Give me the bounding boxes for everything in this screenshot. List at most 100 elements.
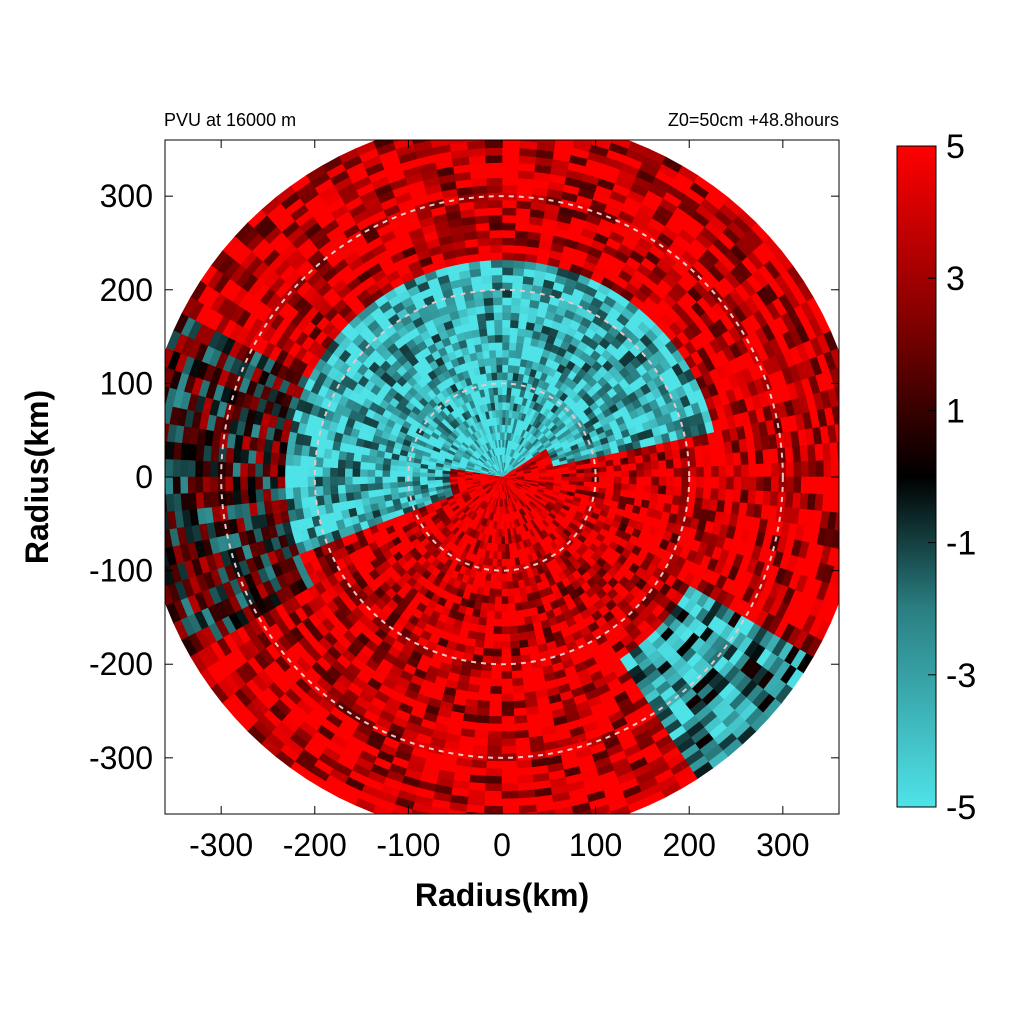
heatmap-cell: [329, 476, 338, 487]
heatmap-cell: [495, 364, 503, 373]
heatmap-cell: [389, 470, 398, 478]
heatmap-cell: [359, 476, 368, 485]
heatmap-cell: [232, 490, 242, 506]
heatmap-cell: [501, 768, 519, 777]
heatmap-cell: [389, 459, 399, 467]
heatmap-cell: [755, 476, 765, 492]
heatmap-cell: [513, 244, 527, 254]
heatmap-cell: [583, 480, 593, 487]
heatmap-cell: [262, 488, 272, 503]
heatmap-cell: [598, 481, 608, 489]
heatmap-cell: [352, 460, 361, 470]
heatmap-cell: [487, 207, 503, 216]
heatmap-cell: [484, 633, 495, 642]
heatmap-cell: [605, 464, 615, 472]
heatmap-cell: [337, 459, 346, 470]
heatmap-cell: [493, 311, 503, 321]
heatmap-cell: [711, 465, 720, 478]
heatmap-cell: [284, 465, 293, 478]
heatmap-cell: [496, 371, 503, 381]
heatmap-cell: [613, 464, 623, 472]
heatmap-cell: [352, 491, 362, 501]
heatmap-cell: [763, 462, 772, 478]
heatmap-cell: [488, 595, 497, 605]
heatmap-cell: [501, 311, 511, 321]
heatmap-cell: [785, 476, 795, 493]
heatmap-cell: [501, 266, 514, 276]
heatmap-cell: [509, 312, 520, 321]
heatmap-cell: [501, 222, 516, 231]
heatmap-cell: [344, 468, 353, 478]
heatmap-cell: [651, 468, 660, 478]
heatmap-cell: [517, 624, 527, 634]
heatmap-cell: [509, 618, 519, 627]
heatmap-cell: [488, 229, 503, 239]
heatmap-cell: [484, 312, 495, 321]
heatmap-cell: [634, 490, 644, 500]
heatmap-cell: [515, 335, 525, 345]
heatmap-cell: [485, 169, 503, 179]
heatmap-cell: [456, 474, 465, 478]
heatmap-cell: [512, 364, 520, 374]
heatmap-cell: [490, 678, 503, 688]
heatmap-cell: [475, 222, 490, 232]
heatmap-cell: [381, 464, 391, 472]
heatmap-cell: [374, 469, 383, 478]
heatmap-cell: [501, 618, 511, 628]
heatmap-cell: [740, 476, 750, 491]
heatmap-cell: [489, 356, 497, 366]
heatmap-cell: [389, 482, 399, 490]
heatmap-cell: [411, 471, 421, 478]
heatmap-cell: [501, 648, 512, 658]
heatmap-cell: [489, 693, 503, 703]
heatmap-cell: [576, 480, 585, 486]
heatmap-cell: [643, 460, 652, 470]
heatmap-cell: [485, 775, 503, 785]
heatmap-cell: [359, 469, 368, 478]
heatmap-cell: [488, 222, 503, 231]
heatmap-cell: [484, 580, 492, 590]
heatmap-cell: [194, 476, 204, 494]
heatmap-cell: [507, 356, 515, 366]
heatmap-cell: [501, 424, 506, 433]
heatmap-cell: [501, 656, 513, 665]
heatmap-cell: [492, 558, 499, 568]
heatmap-cell: [475, 722, 490, 732]
heatmap-cell: [473, 737, 489, 747]
heatmap-cell: [717, 488, 727, 501]
heatmap-cell: [426, 472, 436, 478]
heatmap-cell: [292, 454, 302, 467]
heatmap-cell: [627, 489, 637, 499]
heatmap-cell: [524, 476, 533, 479]
heatmap-cell: [650, 484, 660, 494]
heatmap-cell: [269, 476, 278, 490]
heatmap-cell: [498, 529, 503, 538]
heatmap-cell: [739, 450, 750, 465]
heatmap-cell: [583, 471, 593, 478]
heatmap-cell: [476, 237, 491, 247]
heatmap-cell: [254, 463, 264, 478]
heatmap-cell: [769, 447, 780, 464]
heatmap-cell: [494, 596, 503, 605]
heatmap-cell: [635, 483, 645, 493]
heatmap-cell: [396, 471, 406, 478]
heatmap-cell: [476, 707, 491, 717]
heatmap-cell: [366, 469, 376, 478]
heatmap-cell: [808, 460, 817, 478]
heatmap-cell: [695, 486, 705, 499]
heatmap-cell: [478, 259, 492, 269]
heatmap-cell: [740, 463, 750, 478]
heatmap-cell: [605, 487, 615, 495]
plot-area: [165, 140, 839, 814]
heatmap-cell: [494, 611, 503, 620]
heatmap-cell: [513, 357, 522, 367]
heatmap-cell: [501, 386, 508, 396]
heatmap-cell: [490, 259, 503, 268]
heatmap-cell: [494, 334, 503, 343]
heatmap-cell: [336, 476, 346, 486]
heatmap-cell: [477, 624, 487, 634]
heatmap-cells: [165, 140, 839, 814]
heatmap-cell: [491, 274, 503, 283]
heatmap-cell: [513, 252, 526, 262]
heatmap-cell: [702, 454, 712, 467]
